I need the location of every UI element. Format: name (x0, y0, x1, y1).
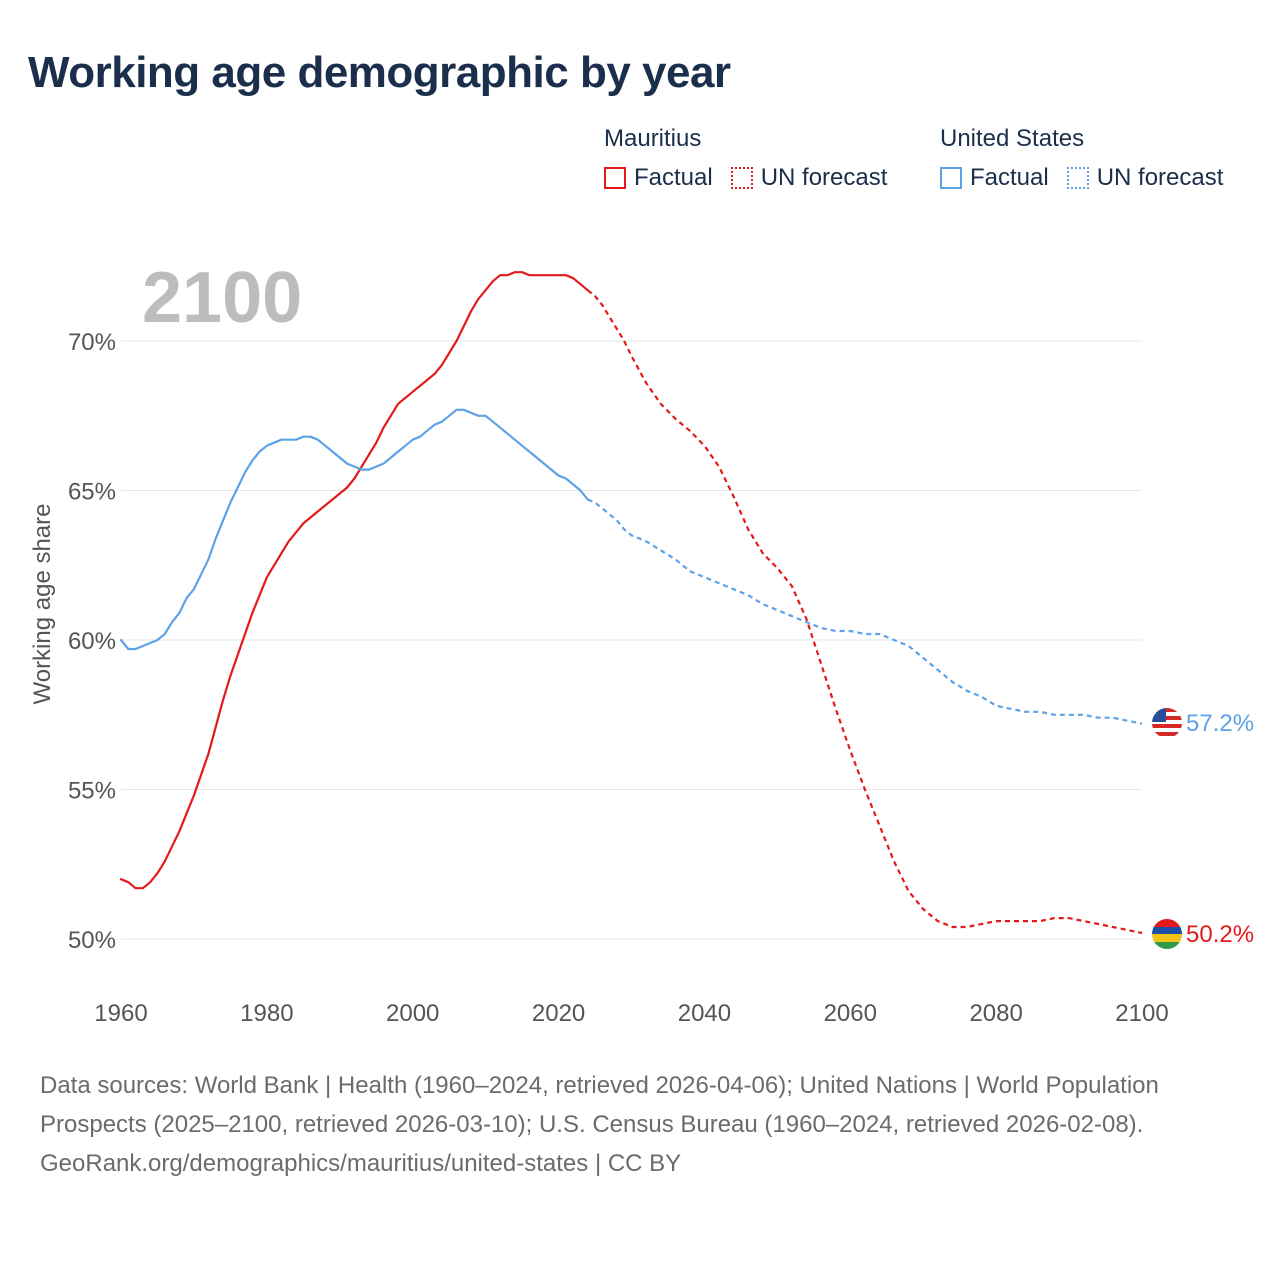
gridlines (121, 340, 1142, 940)
x-tick-label: 2020 (532, 1000, 585, 1027)
mauritius-factual-line (119, 271, 589, 890)
y-tick-label: 65% (68, 479, 116, 506)
legend-group-united-states: United States Factual UN forecast (940, 122, 1241, 192)
y-tick-label: 50% (68, 927, 116, 954)
mauritius-forecast-line (587, 289, 1143, 935)
x-tick-label: 1980 (240, 1000, 293, 1027)
x-tick-label: 2060 (824, 1000, 877, 1027)
us-factual-line (119, 408, 589, 651)
us-flag-icon (1152, 708, 1182, 738)
legend-label: Factual (634, 164, 713, 191)
legend-us-factual[interactable]: Factual (940, 164, 1049, 192)
x-tick-label: 2000 (386, 1000, 439, 1027)
legend-country-label: Mauritius (604, 125, 702, 152)
legend-us-forecast[interactable]: UN forecast (1066, 164, 1224, 192)
line-chart: 2100 Working age share 50% 55% 60% 65% 70% 1… (29, 258, 1254, 1027)
legend-mauritius-forecast[interactable]: UN forecast (730, 164, 888, 192)
legend-swatch-solid (604, 167, 626, 189)
us-end-value-label: 57.2% (1186, 710, 1254, 737)
x-tick-label: 1960 (94, 1000, 147, 1027)
legend-label: UN forecast (760, 164, 888, 191)
legend-label: UN forecast (1096, 164, 1224, 191)
data-sources-text: Data sources: World Bank | Health (1960–… (40, 1072, 1159, 1138)
legend-swatch-dotted (1066, 167, 1089, 189)
footer: Data sources: World Bank | Health (1960–… (40, 1066, 1240, 1183)
x-tick-label: 2100 (1115, 1000, 1168, 1027)
y-tick-label: 55% (68, 778, 116, 805)
y-axis-ticks: 50% 55% 60% 65% 70% (68, 329, 116, 954)
legend-group-mauritius: Mauritius Factual UN forecast (604, 122, 905, 192)
legend-country-label: United States (940, 125, 1085, 152)
y-tick-label: 60% (68, 628, 116, 655)
year-watermark: 2100 (142, 258, 302, 338)
mauritius-end-value-label: 50.2% (1186, 921, 1254, 948)
legend-mauritius-factual[interactable]: Factual (604, 164, 713, 192)
y-axis-label: Working age share (29, 504, 56, 705)
x-tick-label: 2040 (678, 1000, 731, 1027)
mauritius-flag-icon (1152, 919, 1182, 949)
chart-title: Working age demographic by year (28, 48, 731, 97)
x-tick-label: 2080 (969, 1000, 1022, 1027)
legend-swatch-solid (940, 167, 962, 189)
y-tick-label: 70% (68, 329, 116, 356)
legend-label: Factual (970, 164, 1049, 191)
source-link[interactable]: GeoRank.org/demographics/mauritius/unite… (40, 1150, 682, 1177)
legend-swatch-dotted (730, 167, 753, 189)
x-axis-ticks: 1960 1980 2000 2020 2040 2060 2080 2100 (94, 1000, 1168, 1027)
series-lines (119, 271, 1143, 935)
us-forecast-line (587, 498, 1143, 725)
